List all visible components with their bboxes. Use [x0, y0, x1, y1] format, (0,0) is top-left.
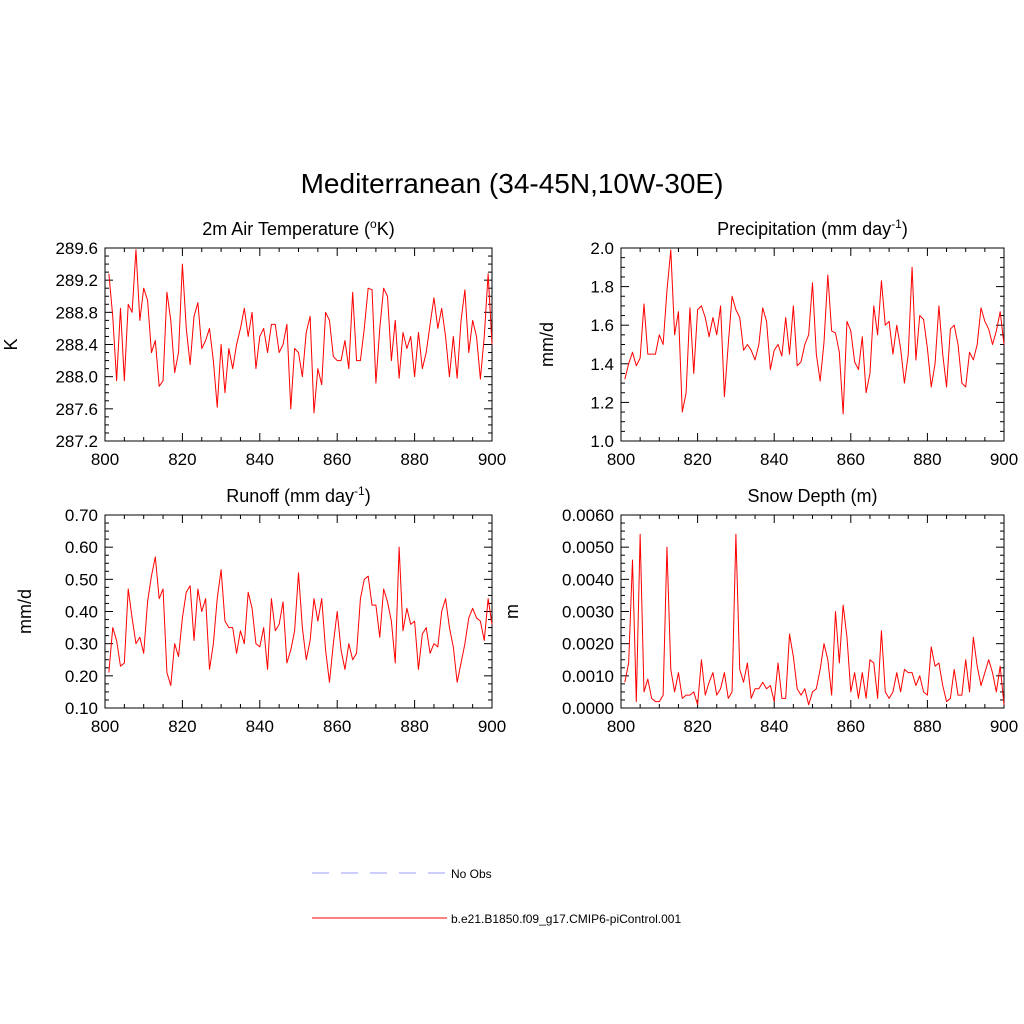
x-tick-label: 860: [323, 717, 351, 736]
y-tick-label: 0.20: [65, 667, 98, 686]
y-axis-label: m: [502, 604, 522, 619]
x-tick-label: 900: [990, 450, 1018, 469]
panel-title-main: Snow Depth (m): [747, 486, 877, 506]
x-tick-label: 840: [246, 717, 274, 736]
legend-label-no-obs: No Obs: [451, 867, 492, 881]
y-tick-label: 1.2: [590, 393, 614, 412]
y-tick-label: 1.8: [590, 278, 614, 297]
x-tick-label: 900: [478, 717, 506, 736]
x-tick-label: 880: [400, 717, 428, 736]
figure-title: Mediterranean (34-45N,10W-30E): [301, 168, 724, 199]
panel-2: 800 820 840 860 880 900 1.0 1.2 1.4 1.6 1.8 2.0 Prec…: [537, 217, 1018, 469]
series-line: [624, 533, 1005, 706]
panel-title-main: Runoff (mm day: [226, 486, 354, 506]
y-tick-label: 288.8: [55, 303, 98, 322]
y-axis-label: mm/d: [537, 322, 557, 367]
legend-label-model: b.e21.B1850.f09_g17.CMIP6-piControl.001: [451, 912, 681, 926]
series-line: [108, 249, 493, 414]
x-tick-label: 840: [760, 717, 788, 736]
y-axis-label: mm/d: [15, 589, 35, 634]
y-tick-label: 0.0010: [562, 667, 614, 686]
x-tick-label: 820: [168, 450, 196, 469]
x-tick-label: 800: [91, 450, 119, 469]
series-line: [108, 546, 493, 686]
x-tick-label: 820: [683, 450, 711, 469]
y-tick-label: 0.0060: [562, 506, 614, 525]
x-tick-label: 800: [607, 717, 635, 736]
y-tick-label: 0.50: [65, 570, 98, 589]
panel-title-main: 2m Air Temperature (: [202, 219, 370, 239]
y-tick-label: 1.0: [590, 432, 614, 451]
y-tick-label: 0.40: [65, 603, 98, 622]
y-tick-label: 0.0050: [562, 538, 614, 557]
series-line: [624, 249, 1005, 415]
y-tick-label: 289.6: [55, 239, 98, 258]
x-tick-label: 820: [168, 717, 196, 736]
x-tick-label: 900: [990, 717, 1018, 736]
y-tick-label: 0.60: [65, 538, 98, 557]
y-tick-label: 288.4: [55, 336, 98, 355]
y-tick-label: 289.2: [55, 271, 98, 290]
panel-title-after: K): [377, 219, 395, 239]
x-tick-label: 860: [837, 717, 865, 736]
panel-title-main: Precipitation (mm day: [717, 219, 891, 239]
panel-title-after: ): [902, 219, 908, 239]
x-tick-label: 840: [246, 450, 274, 469]
y-tick-label: 288.0: [55, 368, 98, 387]
x-tick-label: 800: [91, 717, 119, 736]
y-tick-label: 0.0040: [562, 570, 614, 589]
panel-title: Runoff (mm day-1): [226, 484, 370, 506]
x-tick-label: 880: [913, 717, 941, 736]
panel-title: 2m Air Temperature (oK): [202, 217, 394, 239]
y-tick-label: 0.30: [65, 635, 98, 654]
panel-1: 800 820 840 860 880 900 287.2 287.6 288.0 288.4 28…: [1, 217, 506, 469]
x-tick-label: 880: [913, 450, 941, 469]
y-tick-label: 1.6: [590, 316, 614, 335]
x-tick-label: 900: [478, 450, 506, 469]
legend: No Obs b.e21.B1850.f09_g17.CMIP6-piContro…: [312, 867, 681, 926]
panel-title-after: ): [365, 486, 371, 506]
x-tick-label: 860: [837, 450, 865, 469]
panel-title-sup: o: [370, 217, 377, 231]
y-tick-label: 2.0: [590, 239, 614, 258]
y-tick-label: 0.10: [65, 699, 98, 718]
y-tick-label: 287.6: [55, 400, 98, 419]
y-tick-label: 0.0020: [562, 635, 614, 654]
x-tick-label: 800: [607, 450, 635, 469]
panel-title: Snow Depth (m): [747, 486, 877, 506]
x-tick-label: 840: [760, 450, 788, 469]
x-tick-label: 820: [683, 717, 711, 736]
panel-title-sup: -1: [354, 484, 365, 498]
panel-title-sup: -1: [891, 217, 902, 231]
panel-title: Precipitation (mm day-1): [717, 217, 908, 239]
x-tick-label: 860: [323, 450, 351, 469]
y-tick-label: 0.0030: [562, 603, 614, 622]
y-axis-label: K: [1, 338, 21, 350]
y-tick-label: 287.2: [55, 432, 98, 451]
panels-group: 800 820 840 860 880 900 287.2 287.6 288.0 288.4 28…: [1, 217, 1018, 736]
y-tick-label: 0.0000: [562, 699, 614, 718]
panel-3: 800 820 840 860 880 900 0.10 0.20 0.30 0.40 0.50 0.…: [15, 484, 506, 736]
y-tick-label: 0.70: [65, 506, 98, 525]
panel-4: 800 820 840 860 880 900 0.0000 0.0010 0.0020 0.00…: [502, 486, 1018, 736]
y-tick-label: 1.4: [590, 355, 614, 374]
x-tick-label: 880: [400, 450, 428, 469]
